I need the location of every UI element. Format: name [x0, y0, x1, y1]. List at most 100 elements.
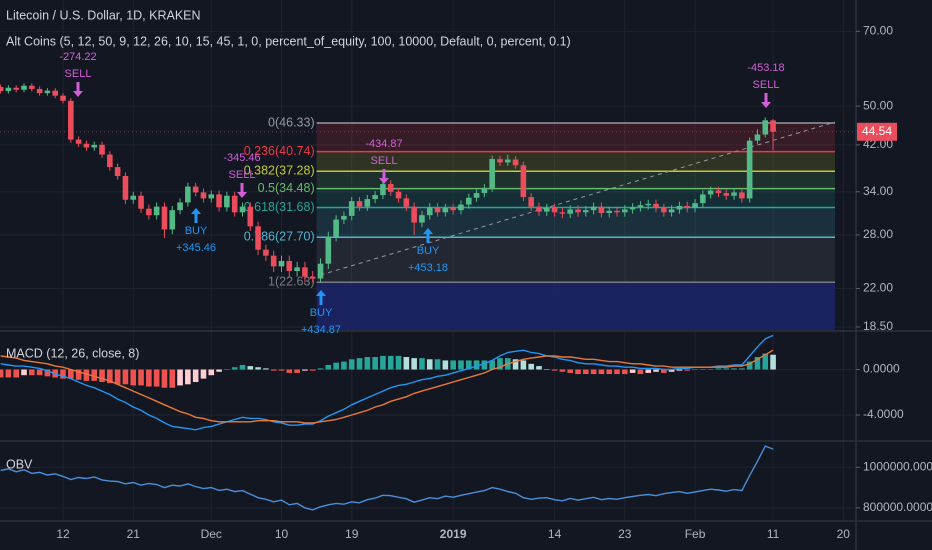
- candle-body: [473, 193, 480, 198]
- macd-histogram-bar: [99, 369, 105, 383]
- macd-histogram-bar: [731, 368, 737, 370]
- macd-histogram-bar: [60, 369, 66, 379]
- macd-histogram-bar: [255, 367, 261, 370]
- candle-body: [341, 215, 347, 220]
- candle-body: [661, 208, 667, 213]
- y-tick-label: -4.0000: [863, 407, 904, 421]
- macd-histogram-bar: [185, 369, 191, 385]
- candle-body: [224, 195, 230, 208]
- y-tick-label: 70.00: [863, 23, 893, 37]
- candle-body: [75, 139, 82, 144]
- fib-label: 0.5(34.48): [258, 181, 315, 195]
- macd-line: [0, 349, 774, 424]
- candle-body: [739, 192, 745, 199]
- candle-body: [528, 197, 534, 207]
- x-tick-label: 2019: [440, 527, 467, 541]
- signal-amount: +434.87: [301, 324, 341, 336]
- candle-body: [372, 195, 378, 200]
- signal-amount: -345.46: [223, 152, 260, 164]
- candle-body: [380, 184, 386, 196]
- macd-histogram-bar: [465, 360, 472, 370]
- candle-body: [60, 95, 66, 101]
- macd-histogram-bar: [575, 369, 581, 375]
- candle-body: [504, 159, 511, 163]
- macd-histogram-bar: [754, 357, 761, 370]
- macd-histogram-bar: [739, 368, 745, 370]
- candle-body: [567, 209, 574, 214]
- candle-body: [746, 140, 753, 199]
- macd-histogram-bar: [364, 357, 371, 370]
- candle-body: [762, 120, 769, 135]
- candle-body: [208, 194, 215, 199]
- signal-arrow-head: [191, 208, 201, 214]
- candle-body: [707, 190, 714, 195]
- candle-body: [770, 120, 776, 132]
- candle-body: [512, 159, 519, 166]
- candle-body: [348, 201, 355, 216]
- macd-histogram-bar: [434, 359, 441, 370]
- candle-body: [723, 193, 730, 196]
- candle-body: [411, 206, 417, 223]
- candle-body: [107, 154, 113, 168]
- macd-label: MACD (12, 26, close, 8): [6, 346, 139, 360]
- candle-body: [177, 202, 183, 211]
- signal-action: SELL: [371, 155, 398, 167]
- candle-body: [239, 206, 246, 213]
- macd-histogram-bar: [91, 369, 98, 381]
- macd-histogram-bar: [309, 369, 316, 371]
- y-tick-label: 18.50: [863, 319, 893, 333]
- candle-body: [130, 195, 137, 200]
- signal-arrow-head: [423, 228, 433, 234]
- macd-histogram-bar: [411, 358, 417, 370]
- macd-histogram-bar: [302, 369, 308, 371]
- candle-body: [5, 87, 12, 92]
- macd-histogram-bar: [239, 364, 246, 370]
- candle-body: [653, 203, 659, 209]
- macd-histogram-bar: [263, 368, 269, 370]
- macd-histogram-bar: [395, 355, 402, 370]
- candle-body: [99, 144, 105, 155]
- candle-body: [0, 86, 4, 92]
- y-tick-label: 28.00: [863, 227, 893, 241]
- candle-body: [731, 192, 737, 196]
- fib-label: 0.236(40.74): [244, 144, 315, 158]
- macd-histogram-bar: [75, 369, 82, 380]
- fib-band: [316, 151, 836, 172]
- candle-body: [333, 219, 339, 237]
- macd-histogram-bar: [403, 357, 410, 370]
- macd-histogram-bar: [68, 369, 74, 379]
- signal-action: SELL: [65, 68, 92, 80]
- candle-body: [614, 210, 620, 213]
- macd-histogram-bar: [231, 367, 238, 370]
- y-tick-label: 0.0000: [863, 362, 900, 376]
- candle-body: [629, 207, 636, 210]
- obv-label: OBV: [6, 457, 33, 471]
- macd-histogram-bar: [278, 369, 285, 371]
- y-tick-label: 1000000.0000: [863, 459, 932, 473]
- signal-amount: +453.18: [408, 262, 448, 274]
- macd-histogram-bar: [286, 369, 293, 373]
- macd-histogram-bar: [146, 369, 152, 387]
- macd-histogram-bar: [29, 369, 35, 376]
- signal-arrow-head: [237, 192, 247, 198]
- macd-histogram-bar: [270, 369, 277, 371]
- signal-amount: -453.18: [747, 62, 784, 74]
- fib-label: 0.618(31.68): [244, 200, 315, 214]
- macd-histogram-bar: [520, 360, 527, 370]
- fib-label: 0.786(27.70): [244, 230, 315, 244]
- candle-body: [481, 187, 488, 194]
- fib-label: 0.382(37.28): [244, 164, 315, 178]
- macd-histogram-bar: [598, 369, 605, 375]
- candle-body: [403, 198, 410, 207]
- candle-body: [434, 207, 441, 213]
- candle-body: [278, 260, 285, 267]
- candle-body: [138, 195, 144, 209]
- macd-histogram-bar: [543, 369, 550, 371]
- candle-body: [676, 205, 683, 210]
- candle-body: [114, 167, 121, 177]
- signal-action: SELL: [229, 169, 256, 181]
- candle-body: [169, 210, 176, 230]
- macd-histogram-bar: [161, 369, 168, 388]
- candle-body: [700, 194, 706, 204]
